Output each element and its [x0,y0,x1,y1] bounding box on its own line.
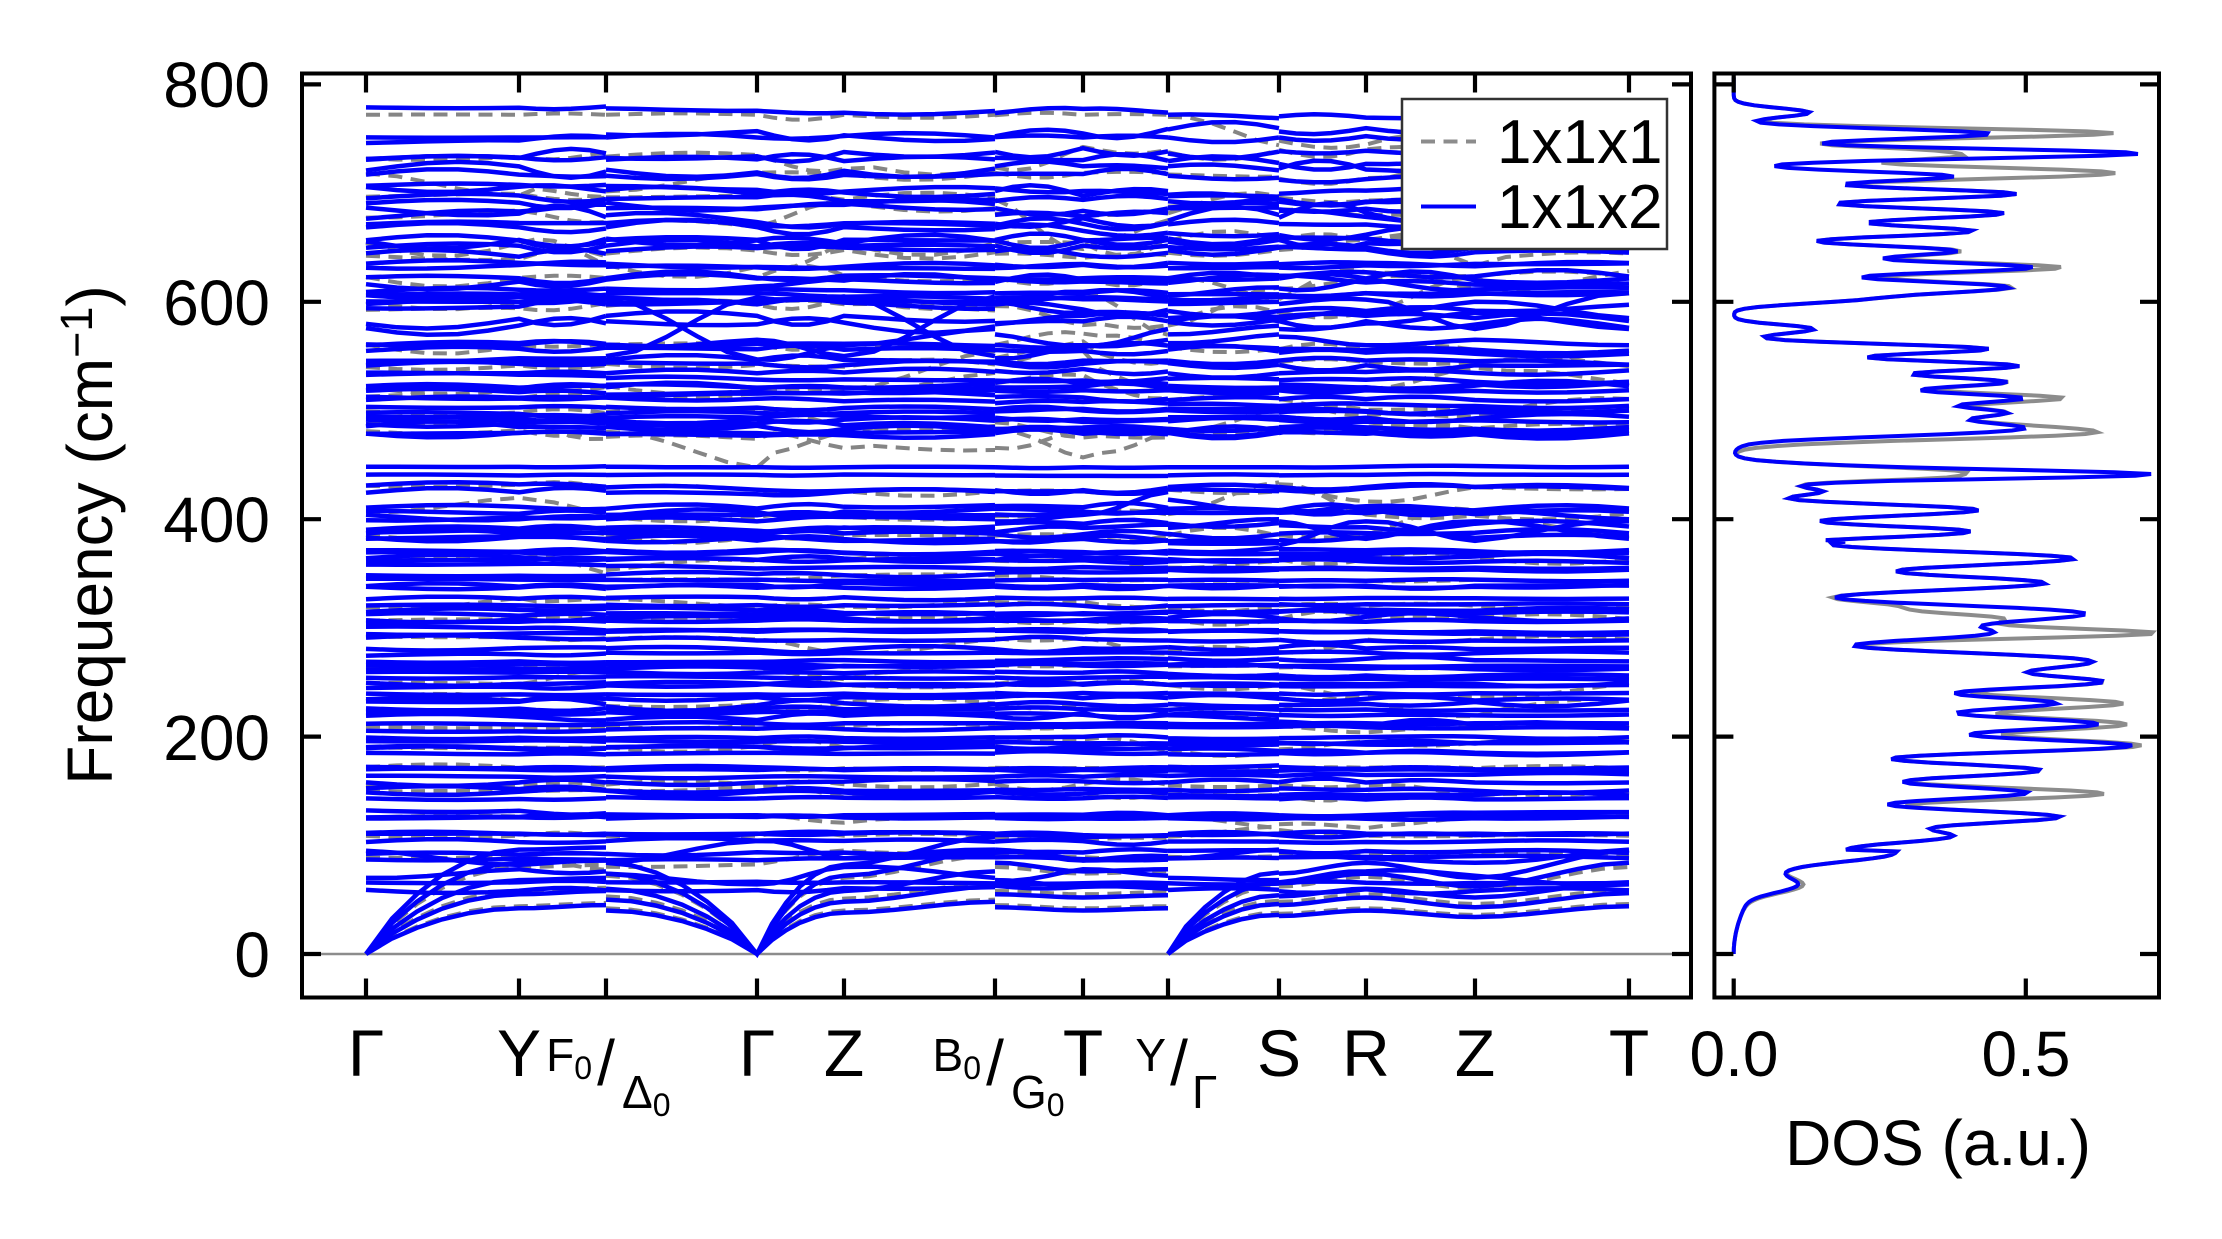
svg-text:T: T [1609,1016,1649,1090]
svg-text:R: R [1342,1016,1390,1090]
svg-text:Z: Z [824,1016,864,1090]
svg-text:T: T [1063,1016,1103,1090]
svg-text:/: / [597,1027,615,1099]
svg-text:0: 0 [234,919,270,991]
svg-text:200: 200 [163,702,270,774]
svg-text:Frequency (cm−1): Frequency (cm−1) [51,285,126,784]
svg-text:Γ: Γ [348,1016,384,1090]
svg-text:Z: Z [1455,1016,1495,1090]
svg-text:0.5: 0.5 [1982,1018,2071,1090]
svg-text:1x1x1: 1x1x1 [1497,108,1662,177]
svg-text:Γ: Γ [739,1016,775,1090]
svg-text:S: S [1257,1016,1301,1090]
svg-text:400: 400 [163,484,270,556]
svg-text:600: 600 [163,267,270,339]
svg-text:Γ: Γ [1192,1066,1217,1118]
svg-text:1x1x2: 1x1x2 [1497,173,1662,242]
svg-text:DOS (a.u.): DOS (a.u.) [1785,1107,2091,1179]
svg-text:0.0: 0.0 [1690,1018,1779,1090]
svg-text:800: 800 [163,49,270,121]
svg-text:/: / [1170,1027,1188,1099]
svg-text:G0: G0 [1011,1066,1065,1123]
svg-text:/: / [986,1027,1004,1099]
svg-text:Δ0: Δ0 [622,1066,671,1123]
svg-text:Y: Y [497,1016,541,1090]
svg-text:Y: Y [1135,1029,1166,1081]
